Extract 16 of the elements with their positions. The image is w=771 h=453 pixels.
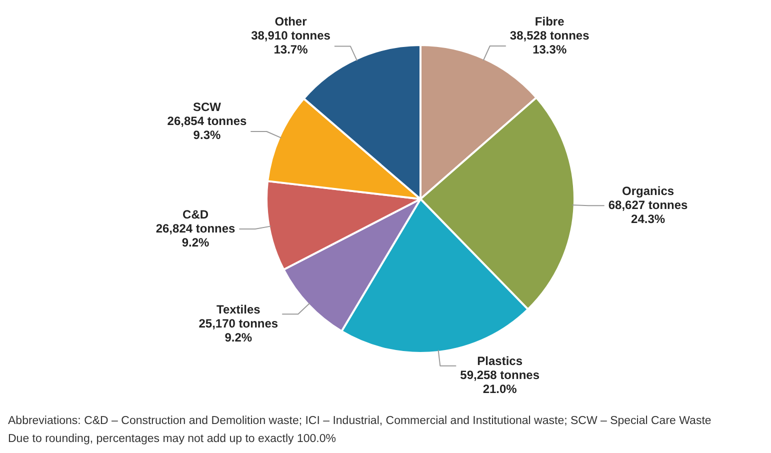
slice-label: SCW	[192, 100, 222, 114]
slice-label: C&D	[182, 207, 209, 222]
slice-label: Other	[274, 14, 308, 29]
data-label: 38,910 tonnes 13.7%	[251, 28, 331, 57]
data-label: 26,854 tonnes 9.3%	[167, 114, 247, 142]
slice-label: Textiles	[216, 302, 261, 316]
slice-label: Organics	[622, 184, 674, 198]
data-label: 68,627 tonnes 24.3%	[608, 198, 688, 226]
slice-label: Plastics	[477, 354, 523, 368]
data-label: 26,824 tonnes 9.2%	[156, 221, 236, 250]
data-label: 38,528 tonnes 13.3%	[510, 28, 590, 56]
data-label: 25,170 tonnes 9.2%	[198, 316, 278, 344]
text: Abbreviations: C&D – Construction and Demolition waste; ICI – Industrial, Commercial and Institutional waste; SCW – Special Care Waste	[8, 414, 712, 429]
text: Due to rounding, percentages may not add up to exactly 100.0%	[8, 432, 337, 447]
data-label: 59,258 tonnes 21.0%	[460, 368, 540, 396]
slice-label: Fibre	[534, 14, 565, 28]
